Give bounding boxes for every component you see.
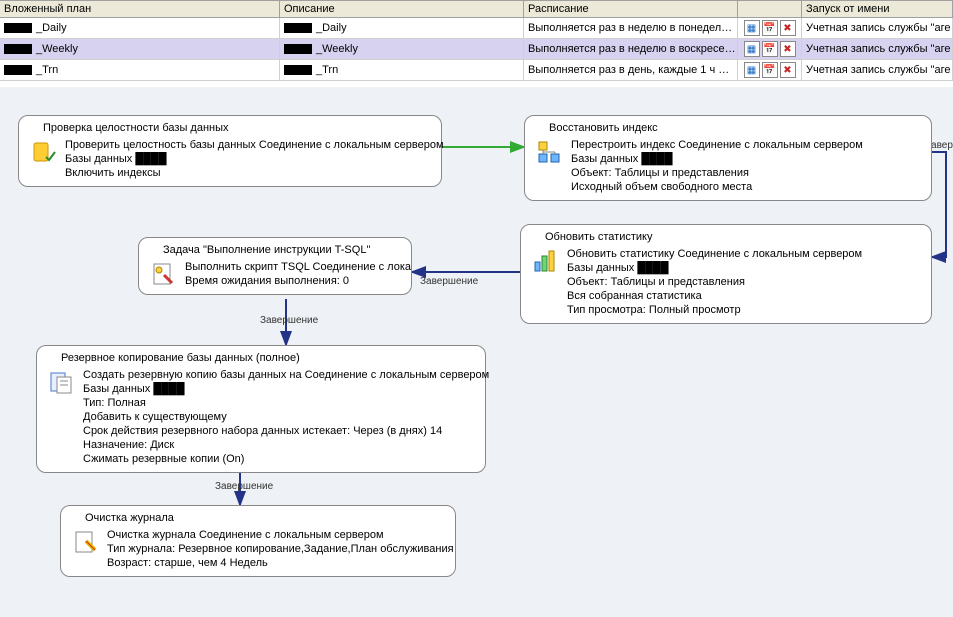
db-check-icon (29, 138, 57, 166)
task-body: Перестроить индекс Соединение с локальны… (571, 138, 863, 194)
table-cell: Учетная запись службы "аге (802, 18, 953, 39)
table-cell: Учетная запись службы "аге (802, 60, 953, 81)
arrow-label: Завершение (260, 315, 318, 326)
col-sched: Расписание (524, 1, 738, 18)
backup-icon (47, 368, 75, 396)
enabled-icon[interactable]: ▦ (744, 62, 760, 78)
task-title: Проверка целостности базы данных (29, 122, 431, 134)
task-execute-tsql[interactable]: Задача "Выполнение инструкции T-SQL" Вып… (138, 237, 412, 295)
col-desc: Описание (280, 1, 524, 18)
col-actions (738, 1, 802, 18)
enabled-icon[interactable]: ▦ (744, 20, 760, 36)
plans-table: Вложенный план Описание Расписание Запус… (0, 0, 953, 81)
table-row[interactable]: _Daily (0, 18, 280, 39)
table-cell: _Weekly (280, 39, 524, 60)
delete-icon[interactable]: ✖ (780, 20, 796, 36)
task-cleanup-history[interactable]: Очистка журнала Очистка журнала Соединен… (60, 505, 456, 577)
table-cell: Выполняется раз в день, каждые 1 ч … (524, 60, 738, 81)
col-plan: Вложенный план (0, 1, 280, 18)
task-update-stats[interactable]: Обновить статистику Обновить статистику … (520, 224, 932, 324)
col-runas: Запуск от имени (802, 1, 953, 18)
plan-name: _Daily (36, 22, 67, 34)
plan-name: _Weekly (36, 43, 78, 55)
calendar-icon[interactable]: 📅 (762, 20, 778, 36)
stats-icon (531, 247, 559, 275)
task-check-integrity[interactable]: Проверка целостности базы данных Провери… (18, 115, 442, 187)
cleanup-icon (71, 528, 99, 556)
task-body: Очистка журнала Соединение с локальным с… (107, 528, 454, 570)
table-cell: Выполняется раз в неделю в понедел… (524, 18, 738, 39)
calendar-icon[interactable]: 📅 (762, 62, 778, 78)
task-title: Задача "Выполнение инструкции T-SQL" (149, 244, 401, 256)
task-title: Восстановить индекс (535, 122, 921, 134)
task-body: Создать резервную копию базы данных на С… (83, 368, 489, 466)
row-actions: ▦ 📅 ✖ (738, 60, 802, 81)
task-body: Выполнить скрипт TSQL Соединение с лока … (185, 260, 411, 288)
arrow-label: Завершение (420, 276, 478, 287)
arrow-label: Завершение (215, 481, 273, 492)
enabled-icon[interactable]: ▦ (744, 41, 760, 57)
index-icon (535, 138, 563, 166)
delete-icon[interactable]: ✖ (780, 41, 796, 57)
table-cell: _Daily (280, 18, 524, 39)
row-actions: ▦ 📅 ✖ (738, 18, 802, 39)
plan-name: _Trn (36, 64, 58, 76)
script-icon (149, 260, 177, 288)
calendar-icon[interactable]: 📅 (762, 41, 778, 57)
task-rebuild-index[interactable]: Восстановить индекс Перестроить индекс С… (524, 115, 932, 201)
table-row[interactable]: _Trn (0, 60, 280, 81)
task-title: Обновить статистику (531, 231, 921, 243)
task-body: Обновить статистику Соединение с локальн… (567, 247, 862, 317)
task-backup-full[interactable]: Резервное копирование базы данных (полно… (36, 345, 486, 473)
delete-icon[interactable]: ✖ (780, 62, 796, 78)
task-title: Очистка журнала (71, 512, 445, 524)
table-cell: Учетная запись службы "аге (802, 39, 953, 60)
maintenance-plan-canvas: Завершение Завершение Завершение Заверше… (0, 87, 953, 617)
row-actions: ▦ 📅 ✖ (738, 39, 802, 60)
task-title: Резервное копирование базы данных (полно… (47, 352, 475, 364)
table-row[interactable]: _Weekly (0, 39, 280, 60)
table-cell: Выполняется раз в неделю в воскресе… (524, 39, 738, 60)
table-cell: _Trn (280, 60, 524, 81)
task-body: Проверить целостность базы данных Соедин… (65, 138, 444, 180)
